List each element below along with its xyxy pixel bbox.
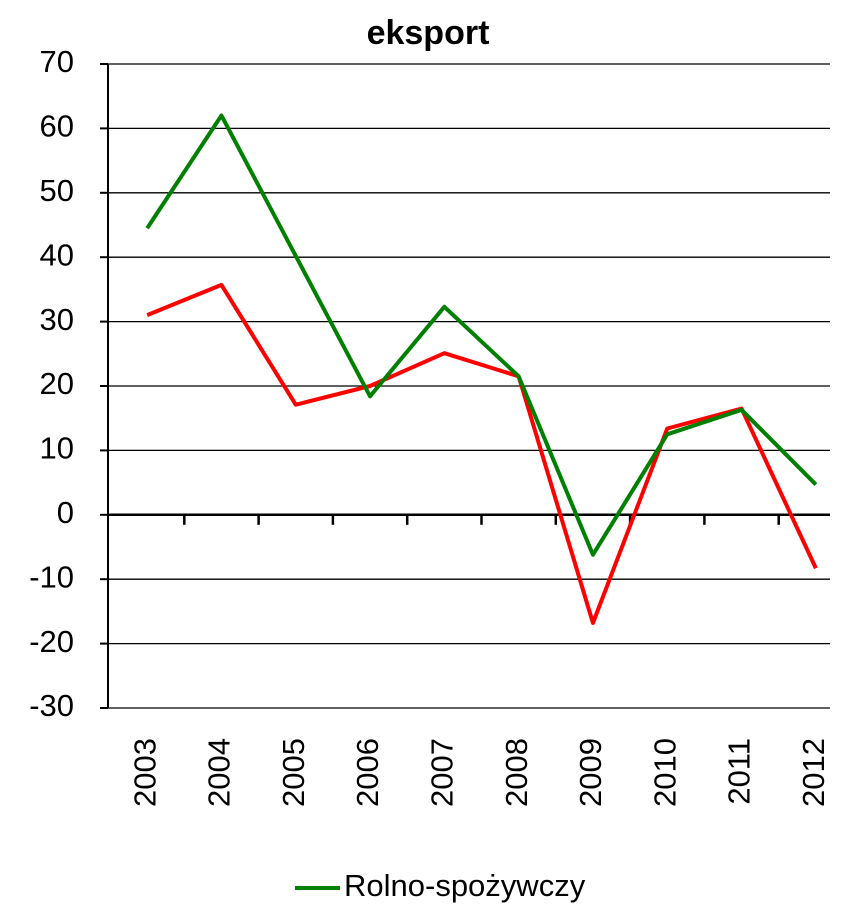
x-tick-label: 2005 (276, 738, 311, 807)
y-tick-label: 10 (40, 431, 74, 466)
x-tick-label: 2008 (499, 738, 534, 807)
y-tick-label: 60 (40, 109, 74, 144)
x-tick-label: 2010 (647, 738, 682, 807)
series-line (146, 282, 818, 625)
x-tick-label: 2009 (573, 738, 608, 807)
y-tick-label: 50 (40, 173, 74, 208)
y-tick-label: 0 (57, 495, 74, 530)
y-tick-label: 40 (40, 237, 74, 272)
y-tick-label: -10 (29, 559, 74, 594)
legend-label: Rolno-spożywczy (344, 868, 586, 903)
y-tick-label: -20 (29, 624, 74, 659)
x-tick-label: 2003 (127, 738, 162, 807)
x-tick-label: 2004 (202, 738, 237, 807)
y-tick-label: 30 (40, 302, 74, 337)
x-tick-label: 2006 (350, 738, 385, 807)
x-tick-label: 2012 (796, 738, 831, 807)
series-line (145, 113, 818, 557)
y-tick-label: 70 (40, 44, 74, 79)
y-tick-label: 20 (40, 366, 74, 401)
chart-title: eksport (367, 14, 490, 52)
x-tick-label: 2007 (425, 738, 460, 807)
x-tick-label: 2011 (722, 738, 757, 805)
y-tick-label: -30 (29, 688, 74, 723)
